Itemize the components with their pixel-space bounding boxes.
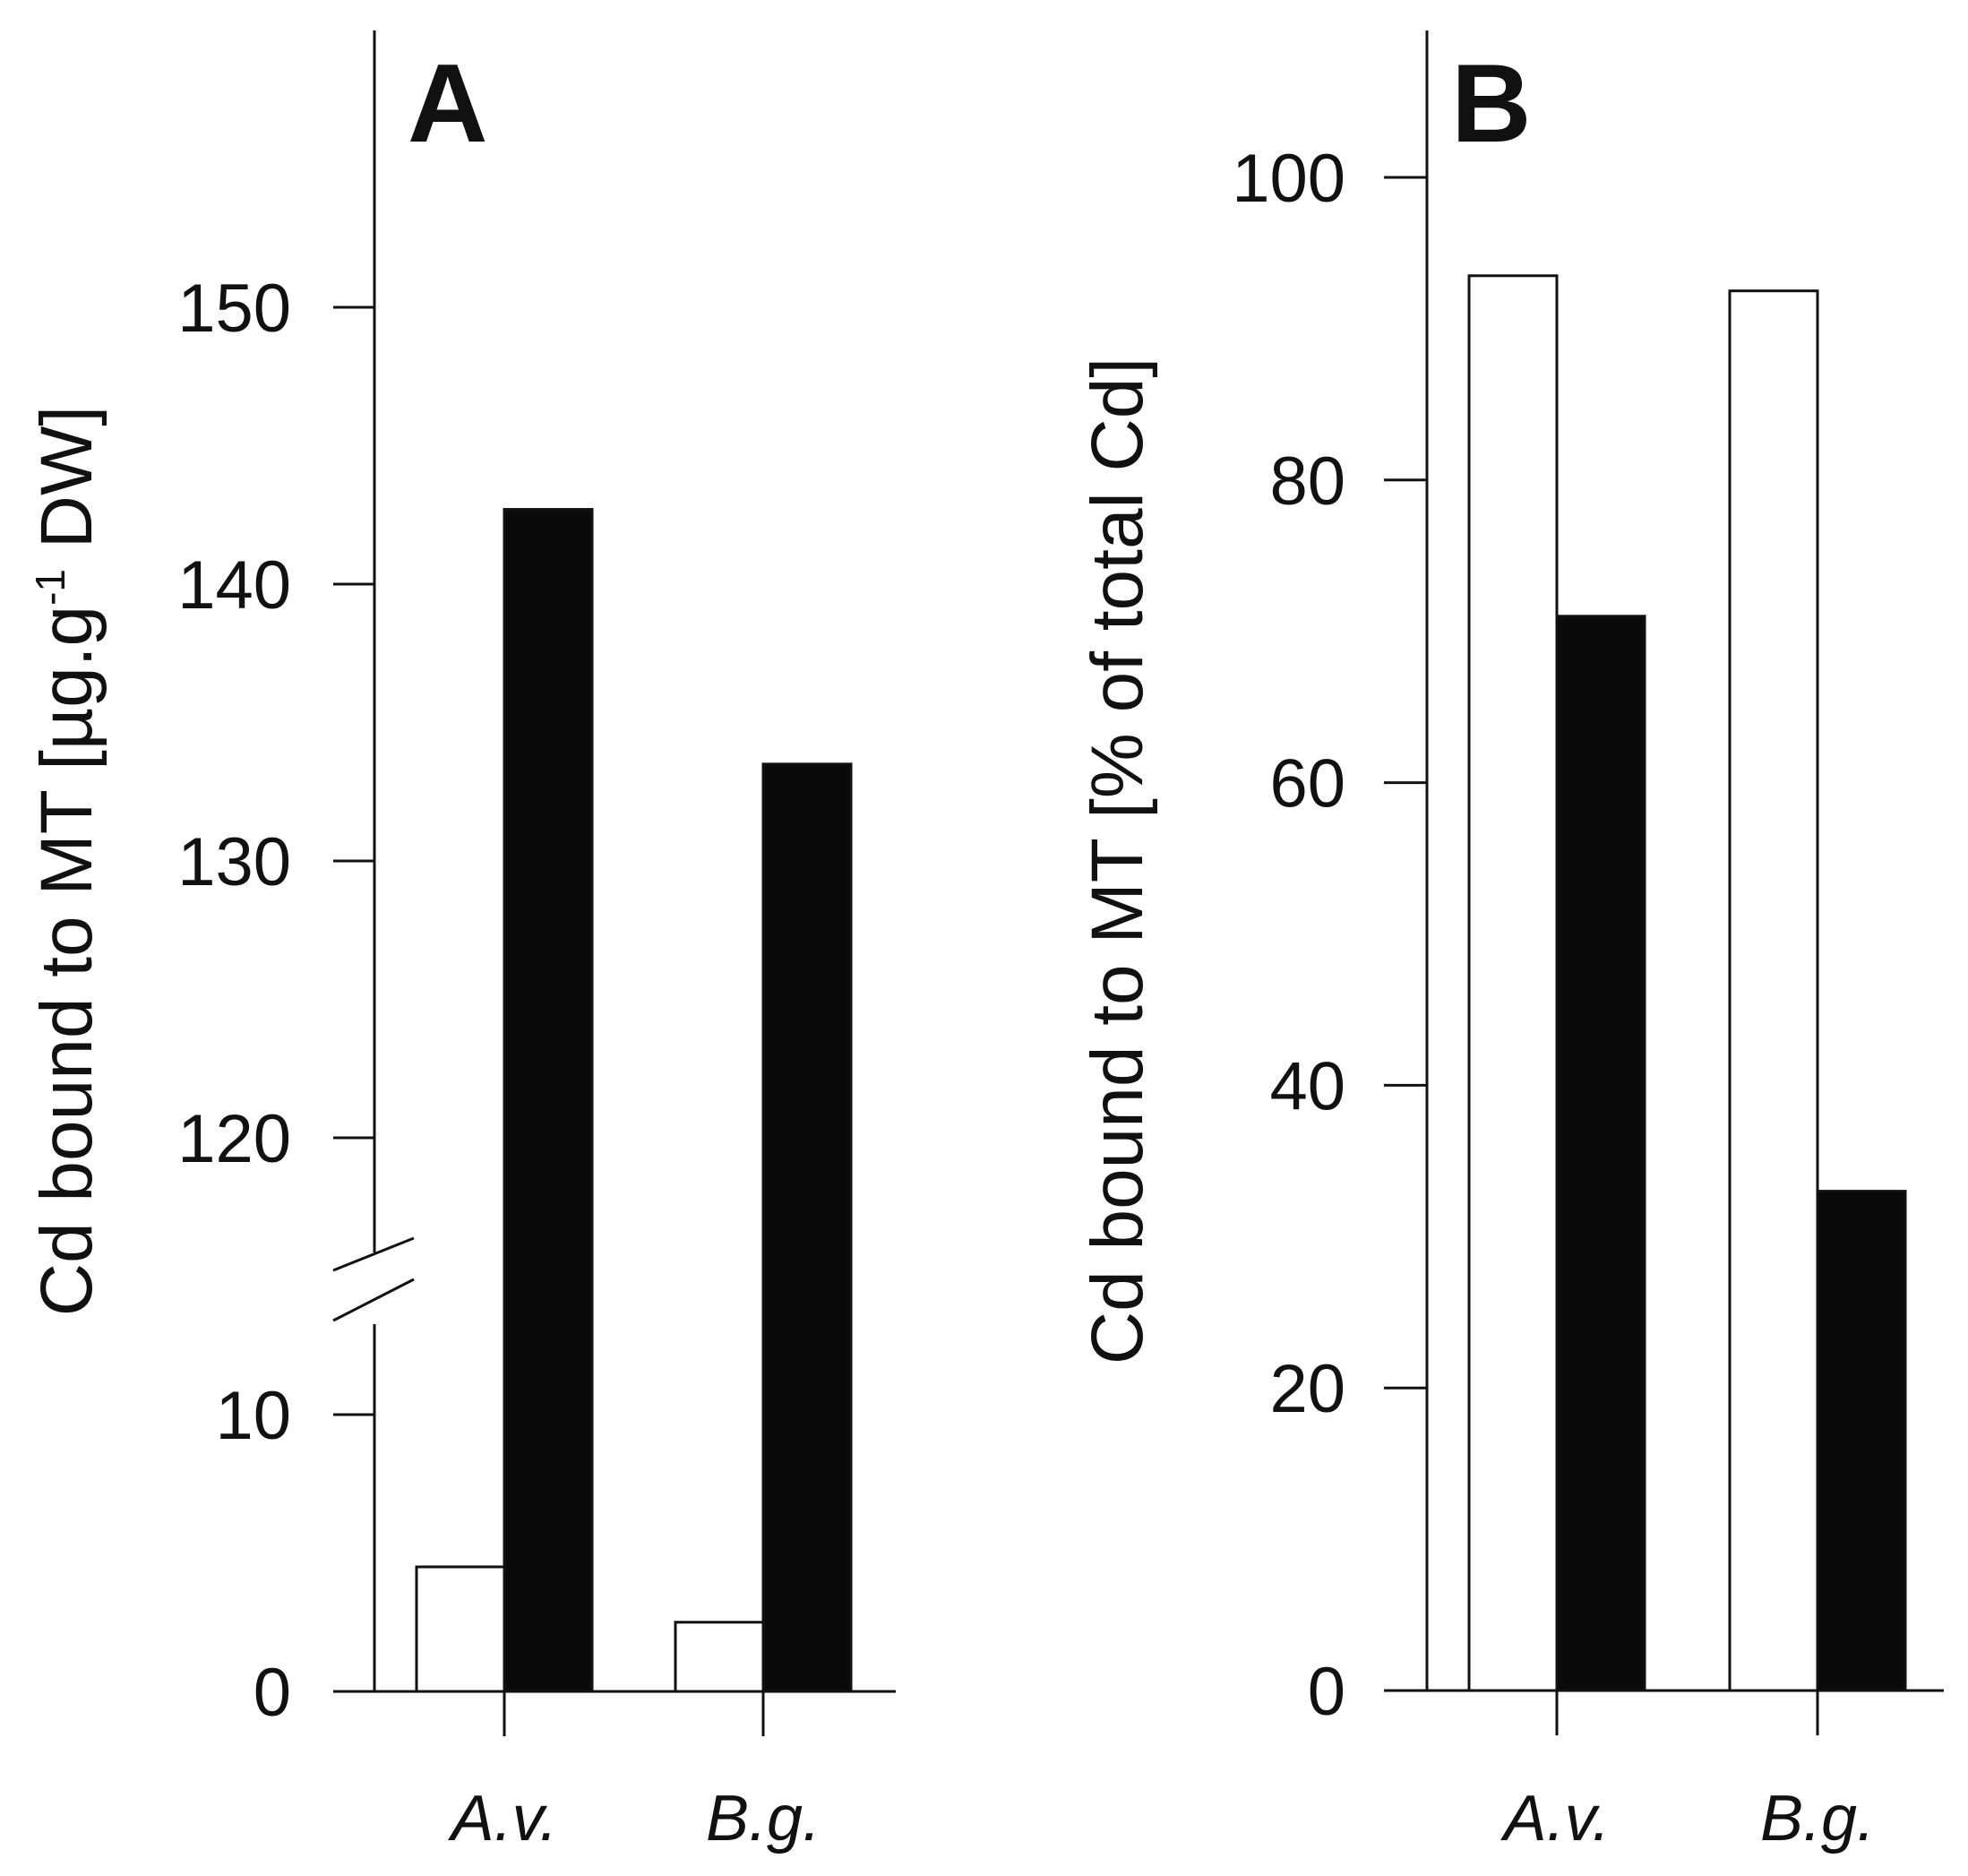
- panel-a: 0 10 120 130 140 150 A.v. B.g. A Cd bound to MT […: [26, 30, 896, 1854]
- bar-b-g-control: [674, 1621, 765, 1693]
- y-tick-label-60: 60: [1269, 746, 1345, 822]
- y-tick-label-120: 120: [177, 1101, 291, 1177]
- y-axis-title: Cd bound to MT [% of total Cd]: [1077, 357, 1158, 1364]
- x-tick-label-b-g: B.g.: [706, 1783, 821, 1854]
- y-tick-label-80: 80: [1269, 443, 1345, 520]
- y-tick-label-10: 10: [215, 1378, 291, 1454]
- bar-a-v-cd-exposed: [503, 508, 594, 1693]
- y-tick-label-130: 130: [177, 824, 291, 900]
- y-tick-label-100: 100: [1232, 141, 1345, 217]
- y-tick-label-0: 0: [254, 1655, 291, 1731]
- bar-a-v-control: [415, 1565, 506, 1693]
- bar-b-g-control: [1728, 289, 1819, 1692]
- y-axis-title-superscript: -1: [27, 569, 73, 606]
- x-tick-label-a-v: A.v.: [1500, 1783, 1611, 1854]
- bar-a-v-cd-exposed: [1555, 615, 1646, 1692]
- y-axis-title: Cd bound to MT [µg.g-1 DW]: [26, 406, 107, 1316]
- bar-b-g-cd-exposed: [761, 762, 853, 1693]
- panel-label-a: A: [408, 42, 488, 166]
- panel-label-b: B: [1451, 42, 1532, 166]
- bar-b-g-cd-exposed: [1816, 1190, 1907, 1692]
- x-tick-label-b-g: B.g.: [1760, 1783, 1875, 1854]
- bar-a-v-control: [1467, 274, 1559, 1692]
- axis-break-mark: [332, 1236, 415, 1272]
- x-tick-label-a-v: A.v.: [448, 1783, 558, 1854]
- y-tick-label-40: 40: [1269, 1048, 1345, 1124]
- y-tick-label-150: 150: [177, 271, 291, 347]
- y-tick-label-0: 0: [1308, 1654, 1345, 1730]
- axis-break-mark: [332, 1278, 415, 1322]
- y-tick-label-20: 20: [1269, 1351, 1345, 1427]
- panel-b: 0 20 40 60 80 100 A.v. B.g. B Cd bound to MT [% o…: [1077, 30, 1944, 1854]
- y-axis-title-tail: DW]: [26, 406, 107, 569]
- y-tick-label-140: 140: [177, 547, 291, 624]
